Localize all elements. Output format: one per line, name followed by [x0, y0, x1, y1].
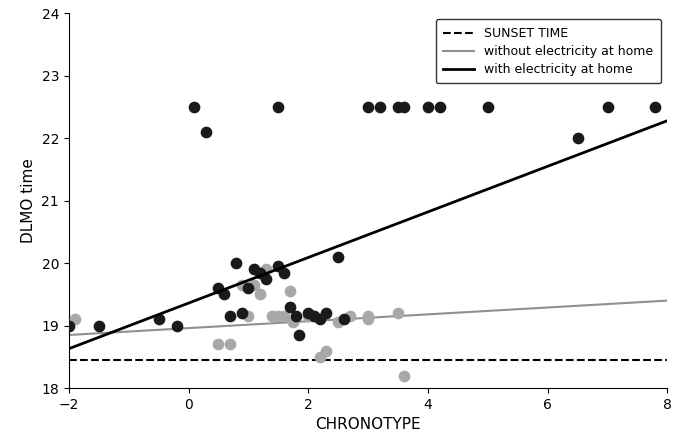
Point [321, 347, 332, 354]
Y-axis label: DLMO time: DLMO time [21, 158, 36, 243]
Point [237, 281, 248, 288]
Point [273, 104, 284, 111]
Point [267, 313, 278, 320]
Point [572, 135, 583, 142]
Point [314, 316, 325, 323]
Point [219, 291, 230, 298]
Point [201, 128, 212, 135]
Point [314, 353, 325, 360]
Point [294, 332, 305, 339]
Point [243, 284, 254, 292]
Point [374, 104, 385, 111]
Point [309, 313, 320, 320]
Legend: SUNSET TIME, without electricity at home, with electricity at home: SUNSET TIME, without electricity at home… [436, 19, 661, 83]
Point [255, 269, 266, 276]
Point [273, 263, 284, 270]
Point [291, 313, 302, 320]
Point [231, 260, 242, 267]
Point [69, 316, 80, 323]
Point [249, 281, 260, 288]
Point [303, 310, 314, 317]
Point [392, 310, 403, 317]
Point [650, 104, 661, 111]
Point [434, 104, 445, 111]
Point [398, 372, 409, 379]
Point [482, 104, 493, 111]
Point [153, 316, 164, 323]
Point [93, 322, 104, 329]
Point [309, 313, 320, 320]
Point [243, 313, 254, 320]
Point [398, 104, 409, 111]
Point [345, 313, 356, 320]
Point [213, 341, 224, 348]
Point [237, 310, 248, 317]
Point [288, 319, 299, 326]
Point [261, 275, 272, 282]
Point [261, 266, 272, 273]
Point [363, 316, 374, 323]
Point [189, 104, 200, 111]
Point [273, 313, 284, 320]
X-axis label: CHRONOTYPE: CHRONOTYPE [315, 417, 421, 432]
Point [285, 288, 296, 295]
Point [171, 322, 182, 329]
Point [422, 104, 433, 111]
Point [225, 341, 236, 348]
Point [279, 313, 290, 320]
Point [279, 269, 290, 276]
Point [333, 319, 344, 326]
Point [333, 253, 344, 260]
Point [321, 310, 332, 317]
Point [225, 313, 236, 320]
Point [213, 284, 224, 292]
Point [392, 104, 403, 111]
Point [285, 303, 296, 310]
Point [363, 313, 374, 320]
Point [303, 313, 314, 320]
Point [63, 322, 74, 329]
Point [602, 104, 613, 111]
Point [255, 291, 266, 298]
Point [249, 266, 260, 273]
Point [338, 316, 350, 323]
Point [363, 104, 374, 111]
